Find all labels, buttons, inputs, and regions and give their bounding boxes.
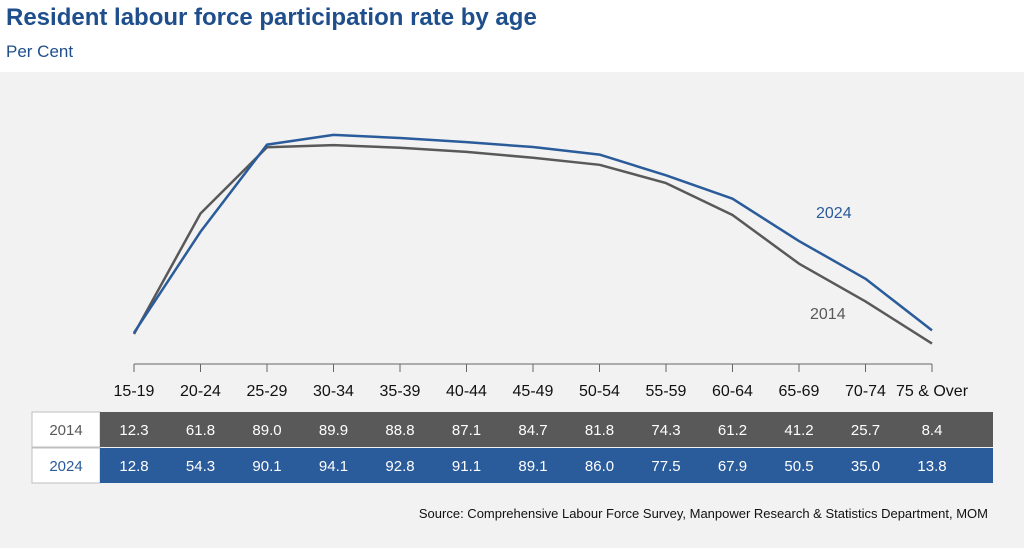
table-cell: 41.2 (784, 422, 813, 439)
table-cell: 90.1 (252, 458, 281, 475)
table-cell: 12.3 (119, 422, 148, 439)
x-tick-label: 40-44 (446, 383, 487, 400)
table-cell: 54.3 (186, 458, 215, 475)
series-line-2024 (132, 133, 933, 334)
table-cell: 50.5 (784, 458, 813, 475)
x-tick-label: 30-34 (313, 383, 354, 400)
series-label-2024: 2024 (816, 205, 852, 222)
table-row (100, 412, 993, 447)
series-label-2014: 2014 (810, 306, 846, 323)
x-tick-label: 60-64 (712, 383, 753, 400)
x-tick-label: 15-19 (114, 383, 155, 400)
table-cell: 89.9 (319, 422, 348, 439)
table-cell: 25.7 (851, 422, 880, 439)
x-tick-label: 50-54 (579, 383, 620, 400)
table-cell: 86.0 (585, 458, 614, 475)
table-row-label-cell (31, 411, 101, 448)
table-cell: 13.8 (917, 458, 946, 475)
table-row-label-cell (31, 447, 101, 484)
table-cell: 91.1 (452, 458, 481, 475)
x-tick-labels: 15-19 20-24 25-29 30-34 35-39 40-44 45-49 50-54… (114, 383, 969, 400)
table-cell: 35.0 (851, 458, 880, 475)
table-row-label: 2024 (49, 458, 82, 475)
series-line-2014 (132, 143, 933, 345)
x-tick-label: 35-39 (380, 383, 421, 400)
table-cell: 89.1 (518, 458, 547, 475)
x-tick-label: 65-69 (779, 383, 820, 400)
table-cell: 12.8 (119, 458, 148, 475)
chart-subtitle: Per Cent (6, 42, 74, 61)
x-tick-label: 45-49 (513, 383, 554, 400)
table-cell: 87.1 (452, 422, 481, 439)
chart-title: Resident labour force participation rate… (6, 4, 537, 31)
source-note: Source: Comprehensive Labour Force Surve… (418, 506, 988, 521)
x-ticks (133, 364, 933, 372)
data-table: 2014 12.3 61.8 89.0 89.9 88.8 87.1 84.7 81.8 74.3… (31, 411, 993, 484)
table-row (100, 448, 993, 483)
table-cell: 94.1 (319, 458, 348, 475)
table-cell: 61.8 (186, 422, 215, 439)
table-cell: 88.8 (385, 422, 414, 439)
table-cell: 61.2 (718, 422, 747, 439)
x-tick-label: 70-74 (845, 383, 886, 400)
table-cell: 8.4 (922, 422, 943, 439)
table-cell: 92.8 (385, 458, 414, 475)
table-cell: 84.7 (518, 422, 547, 439)
x-tick-label: 75 & Over (896, 383, 969, 400)
x-tick-label: 55-59 (646, 383, 687, 400)
table-cell: 89.0 (252, 422, 281, 439)
x-tick-label: 25-29 (247, 383, 288, 400)
x-tick-label: 20-24 (180, 383, 221, 400)
table-cell: 74.3 (651, 422, 680, 439)
table-cell: 77.5 (651, 458, 680, 475)
table-cell: 81.8 (585, 422, 614, 439)
table-row-label: 2014 (49, 422, 82, 439)
table-cell: 67.9 (718, 458, 747, 475)
series-lines (132, 133, 933, 345)
